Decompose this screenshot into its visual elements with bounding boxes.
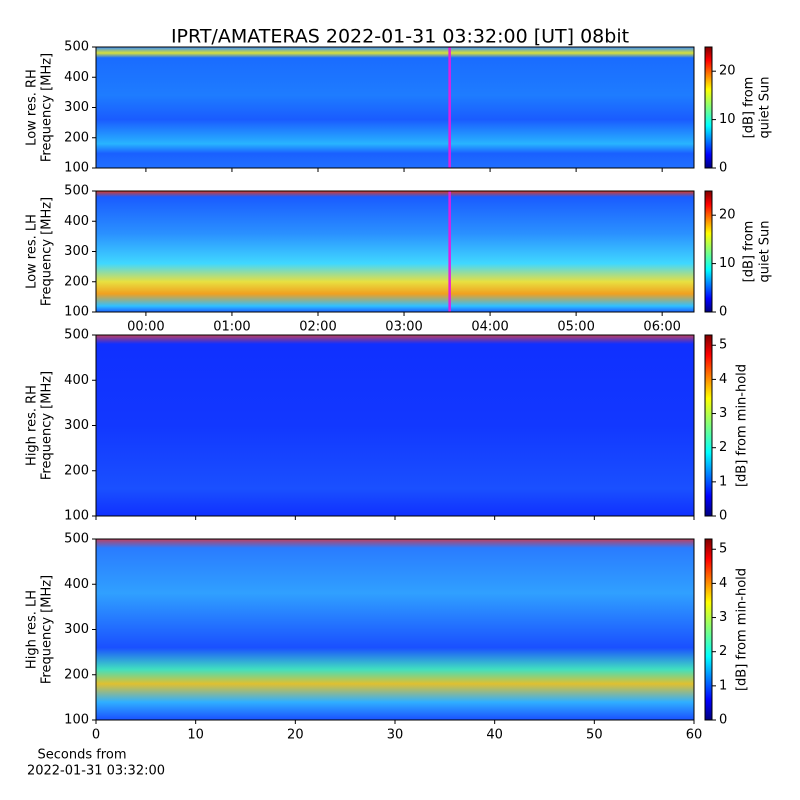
- colorbar-label: [dB] from min-hold: [735, 568, 750, 691]
- y-tick-label: 500: [64, 328, 89, 343]
- y-tick-label: 300: [64, 100, 89, 115]
- x-tick-label: 60: [686, 728, 703, 743]
- y-tick-label: 400: [64, 373, 89, 388]
- figure-title: IPRT/AMATERAS 2022-01-31 03:32:00 [UT] 0…: [171, 26, 629, 48]
- colorbar: [704, 46, 713, 169]
- colorbar-tick-label: 4: [719, 372, 727, 387]
- colorbar-tick-label: 1: [719, 474, 727, 489]
- colorbar-label: [dB] from: [742, 77, 757, 139]
- y-tick-label: 400: [64, 70, 89, 85]
- colorbar-label: [dB] from: [742, 221, 757, 283]
- y-tick-label: 500: [64, 40, 89, 55]
- x-tick-label: 10: [187, 728, 204, 743]
- y-tick-label: 100: [64, 305, 89, 320]
- colorbar-tick-label: 10: [719, 256, 736, 271]
- x-tick-label: 40: [486, 728, 503, 743]
- y-axis-label: Frequency [MHz]: [40, 53, 55, 162]
- y-tick-label: 200: [64, 274, 89, 289]
- colorbar: [704, 538, 713, 721]
- spectrogram: [96, 539, 694, 720]
- y-tick-label: 200: [64, 463, 89, 478]
- x-axis-label: 2022-01-31 03:32:00: [27, 764, 165, 779]
- x-tick-label: 01:00: [213, 320, 250, 335]
- y-tick-label: 100: [64, 713, 89, 728]
- x-tick-label: 00:00: [127, 320, 164, 335]
- y-tick-label: 300: [64, 244, 89, 259]
- y-tick-label: 200: [64, 667, 89, 682]
- colorbar-label: [dB] from min-hold: [735, 364, 750, 487]
- colorbar-label: quiet Sun: [758, 76, 773, 138]
- y-axis-label: Frequency [MHz]: [40, 197, 55, 306]
- colorbar-tick-label: 2: [719, 644, 727, 659]
- y-axis-label: High res. LH: [25, 590, 40, 669]
- y-axis-label: Frequency [MHz]: [40, 575, 55, 684]
- colorbar: [704, 334, 713, 517]
- x-tick-label: 02:00: [299, 320, 336, 335]
- x-axis-label: Seconds from: [37, 748, 126, 763]
- x-tick-label: 03:00: [385, 320, 422, 335]
- colorbar: [704, 190, 713, 313]
- y-axis-label: High res. RH: [25, 385, 40, 466]
- colorbar-tick-label: 5: [719, 338, 727, 353]
- colorbar-tick-label: 0: [719, 161, 727, 176]
- x-tick-label: 06:00: [643, 320, 680, 335]
- colorbar-tick-label: 3: [719, 610, 727, 625]
- spectrogram: [96, 47, 694, 168]
- y-tick-label: 500: [64, 532, 89, 547]
- spectrogram: [96, 191, 694, 312]
- x-tick-label: 04:00: [471, 320, 508, 335]
- colorbar-tick-label: 20: [719, 64, 736, 79]
- y-tick-label: 400: [64, 577, 89, 592]
- colorbar-tick-label: 0: [719, 509, 727, 524]
- colorbar-tick-label: 0: [719, 305, 727, 320]
- y-tick-label: 100: [64, 161, 89, 176]
- colorbar-tick-label: 1: [719, 678, 727, 693]
- x-tick-label: 20: [287, 728, 304, 743]
- colorbar-tick-label: 5: [719, 542, 727, 557]
- colorbar-tick-label: 3: [719, 406, 727, 421]
- x-tick-label: 50: [586, 728, 603, 743]
- y-axis-label: Frequency [MHz]: [40, 371, 55, 480]
- spectrogram: [96, 335, 694, 516]
- y-tick-label: 100: [64, 509, 89, 524]
- y-axis-label: Low res. LH: [25, 214, 40, 289]
- colorbar-label: quiet Sun: [758, 220, 773, 282]
- y-tick-label: 300: [64, 622, 89, 637]
- y-tick-label: 300: [64, 418, 89, 433]
- colorbar-tick-label: 4: [719, 576, 727, 591]
- colorbar-tick-label: 10: [719, 112, 736, 127]
- x-tick-label: 0: [92, 728, 100, 743]
- y-axis-label: Low res. RH: [25, 69, 40, 146]
- y-tick-label: 400: [64, 214, 89, 229]
- colorbar-tick-label: 2: [719, 440, 727, 455]
- y-tick-label: 200: [64, 130, 89, 145]
- x-tick-label: 05:00: [557, 320, 594, 335]
- colorbar-tick-label: 0: [719, 713, 727, 728]
- colorbar-tick-label: 20: [719, 208, 736, 223]
- y-tick-label: 500: [64, 184, 89, 199]
- x-tick-label: 30: [387, 728, 404, 743]
